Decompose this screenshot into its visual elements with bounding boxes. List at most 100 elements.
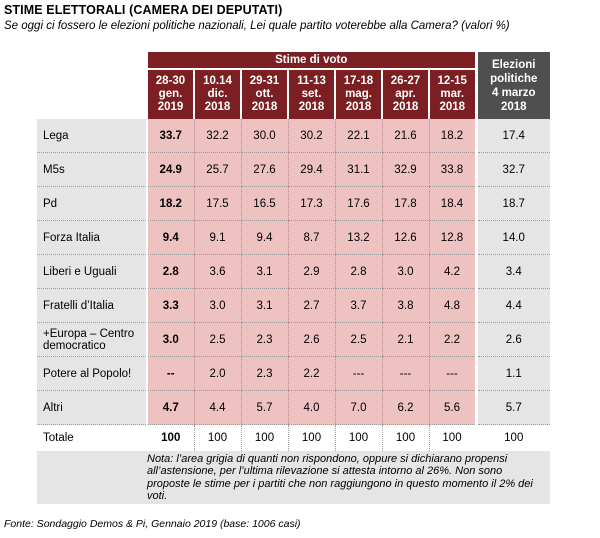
elections-header-l3: 4 marzo: [492, 86, 536, 99]
estimate-cell: ---: [428, 356, 476, 391]
estimate-cell: 3.1: [240, 288, 288, 323]
latest-estimate-cell: 100: [146, 424, 194, 451]
estimate-cell: 17.5: [193, 186, 241, 221]
party-row: Pd 18.2 17.5 16.5 17.3 17.6 17.8 18.4 18.7: [37, 186, 550, 221]
elections-result-cell: 17.4: [474, 119, 550, 153]
latest-estimate-cell: 4.7: [146, 390, 194, 425]
elections-result-cell: 32.7: [474, 152, 550, 187]
date-header: 29-31 ott. 2018: [240, 68, 288, 119]
party-label: Pd: [37, 186, 147, 221]
estimate-cell: 12.6: [381, 220, 429, 255]
elections-result-cell: 3.4: [474, 254, 550, 289]
estimate-cell: 17.3: [287, 186, 335, 221]
latest-estimate-cell: 18.2: [146, 186, 194, 221]
elections-header: Elezioni politiche 4 marzo 2018: [474, 52, 550, 119]
estimate-cell: 100: [193, 424, 241, 451]
elections-header-l4: 2018: [500, 100, 527, 113]
party-row: M5s 24.9 25.7 27.6 29.4 31.1 32.9 33.8 32.7: [37, 152, 550, 187]
table-note: Nota: l’area grigia di quanti non rispon…: [147, 451, 550, 504]
estimate-cell: 100: [381, 424, 429, 451]
estimate-cell: 100: [334, 424, 382, 451]
estimate-cell: 5.7: [240, 390, 288, 425]
date-header-line: 29-31: [249, 75, 280, 87]
estimate-cell: 4.2: [428, 254, 476, 289]
estimate-cell: 18.4: [428, 186, 476, 221]
estimate-cell: 4.0: [287, 390, 335, 425]
estimate-cell: 2.8: [334, 254, 382, 289]
estimate-cell: 2.5: [193, 322, 241, 357]
party-row: Potere al Popolo! -- 2.0 2.3 2.2 --- --- --- 1.1: [37, 356, 550, 391]
date-header-line: 11-13: [297, 75, 326, 87]
estimate-cell: 9.4: [240, 220, 288, 255]
estimate-cell: 33.8: [428, 152, 476, 187]
estimate-cell: 22.1: [334, 119, 382, 153]
date-header: 12-15 mar. 2018: [428, 68, 476, 119]
date-header-line: 2018: [204, 101, 231, 113]
latest-estimate-cell: 3.0: [146, 322, 194, 357]
estimate-cell: ---: [381, 356, 429, 391]
estimate-cell: 9.1: [193, 220, 241, 255]
date-header-line: 28-30: [155, 75, 186, 87]
estimate-cell: 18.2: [428, 119, 476, 153]
estimate-cell: 3.7: [334, 288, 382, 323]
date-header-line: 10.14: [203, 75, 232, 87]
date-header-line: 2018: [345, 101, 372, 113]
elections-result-cell: 14.0: [474, 220, 550, 255]
header-blank: [37, 52, 147, 119]
date-header-line: dic.: [207, 88, 228, 100]
estimate-cell: 2.3: [240, 322, 288, 357]
date-header: 11-13 set. 2018: [287, 68, 335, 119]
date-header-line: gen.: [158, 88, 183, 100]
date-header-line: mar.: [440, 88, 465, 100]
estimate-cell: 17.6: [334, 186, 382, 221]
source-note: Fonte: Sondaggio Demos & Pi, Gennaio 201…: [4, 518, 301, 530]
party-row: +Europa – Centro democratico 3.0 2.5 2.3 2.6…: [37, 322, 550, 357]
estimate-cell: 2.9: [287, 254, 335, 289]
estimate-cell: 32.9: [381, 152, 429, 187]
estimate-cell: 25.7: [193, 152, 241, 187]
estimate-cell: 31.1: [334, 152, 382, 187]
party-label: +Europa – Centro democratico: [37, 322, 147, 357]
date-header-line: 2018: [392, 101, 419, 113]
date-header-line: 26-27: [390, 75, 421, 87]
estimate-cell: 17.8: [381, 186, 429, 221]
estimate-cell: 2.6: [287, 322, 335, 357]
total-row: Totale 100 100 100 100 100 100 100 100: [37, 424, 550, 451]
party-row: Lega 33.7 32.2 30.0 30.2 22.1 21.6 18.2 17.4: [37, 119, 550, 153]
estimate-cell: 6.2: [381, 390, 429, 425]
elections-result-cell: 2.6: [474, 322, 550, 357]
estimate-cell: 13.2: [334, 220, 382, 255]
date-header-line: 2018: [298, 101, 325, 113]
group-header-stime: Stime di voto: [146, 52, 476, 69]
latest-estimate-cell: 9.4: [146, 220, 194, 255]
estimate-cell: 30.0: [240, 119, 288, 153]
elections-result-cell: 5.7: [474, 390, 550, 425]
date-header: 10.14 dic. 2018: [193, 68, 241, 119]
party-label: Forza Italia: [37, 220, 147, 255]
survey-question: Se oggi ci fossero le elezioni politiche…: [4, 20, 510, 32]
elections-result-cell: 18.7: [474, 186, 550, 221]
latest-estimate-cell: 33.7: [146, 119, 194, 153]
estimate-cell: 27.6: [240, 152, 288, 187]
estimate-cell: ---: [334, 356, 382, 391]
party-label: Altri: [37, 390, 147, 425]
estimate-cell: 4.8: [428, 288, 476, 323]
elections-header-l2: politiche: [490, 72, 538, 85]
note-row: Nota: l’area grigia di quanti non rispon…: [37, 451, 550, 504]
estimate-cell: 2.5: [334, 322, 382, 357]
estimate-cell: 29.4: [287, 152, 335, 187]
elections-result-cell: 1.1: [474, 356, 550, 391]
estimate-cell: 5.6: [428, 390, 476, 425]
estimate-cell: 3.1: [240, 254, 288, 289]
estimate-cell: 100: [428, 424, 476, 451]
estimate-cell: 3.0: [193, 288, 241, 323]
estimate-cell: 32.2: [193, 119, 241, 153]
party-label: Potere al Popolo!: [37, 356, 147, 391]
party-label: M5s: [37, 152, 147, 187]
estimate-cell: 3.0: [381, 254, 429, 289]
estimate-cell: 2.2: [428, 322, 476, 357]
estimate-cell: 2.0: [193, 356, 241, 391]
party-label: Lega: [37, 119, 147, 153]
date-header-line: ott.: [255, 88, 274, 100]
latest-estimate-cell: 2.8: [146, 254, 194, 289]
